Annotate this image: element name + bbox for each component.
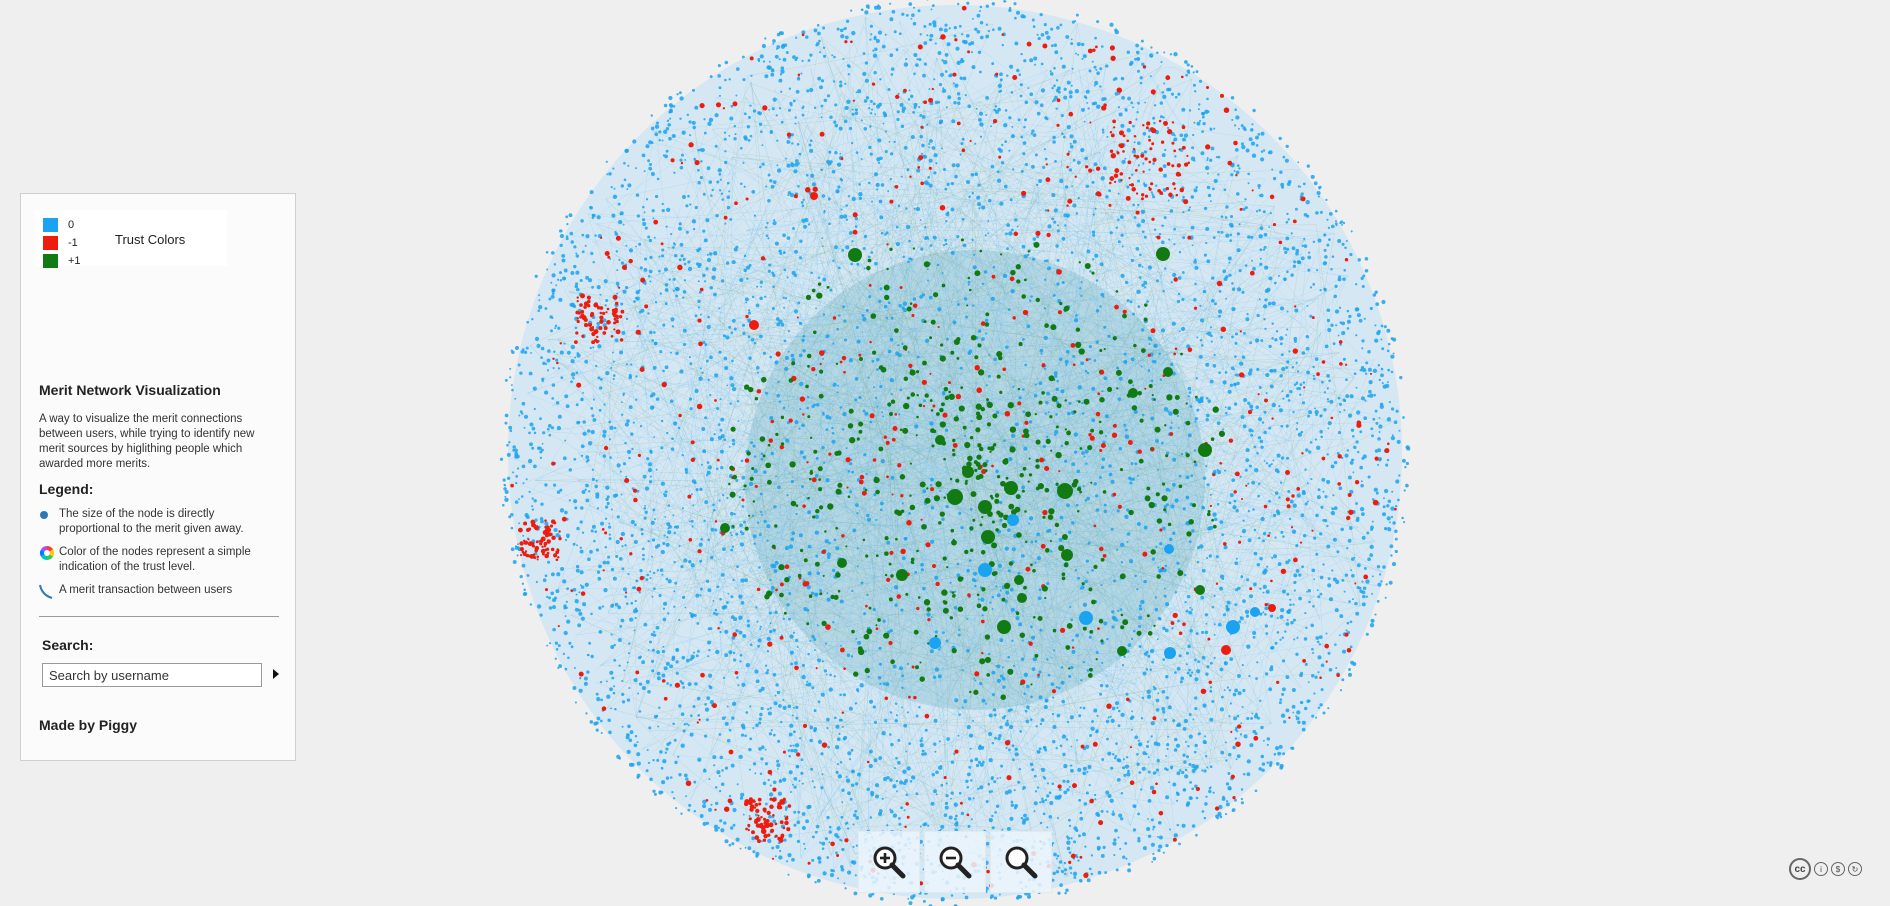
legend-text: A merit transaction between users (59, 584, 233, 596)
noncommercial-icon: $ (1831, 862, 1845, 876)
node-size-icon (39, 507, 59, 523)
panel-description: A way to visualize the merit connections… (39, 413, 255, 470)
trust-color-row: 0 (43, 217, 74, 232)
zoom-in-button[interactable] (858, 831, 920, 893)
trust-label: 0 (68, 218, 75, 231)
trust-swatch-positive (43, 253, 58, 268)
graph-nodes (499, 0, 1411, 906)
trust-color-row: +1 (43, 253, 81, 268)
legend-text: The size of the node is directly proport… (59, 508, 244, 535)
panel-title: Merit Network Visualization (39, 382, 221, 398)
zoom-in-icon (873, 846, 906, 879)
trust-label: -1 (68, 236, 78, 249)
sharealike-icon: ↻ (1848, 862, 1862, 876)
search-title: Search: (42, 637, 94, 653)
trust-color-row: -1 (43, 235, 78, 250)
graph-edges (508, 5, 1402, 899)
trust-swatch-neutral (43, 217, 58, 232)
license-badge[interactable]: cc i $ ↻ (1789, 858, 1862, 880)
legend-item-node-size: The size of the node is directly proport… (39, 507, 279, 537)
info-panel: 0 -1 +1 Trust Colors Merit Network Visua… (20, 193, 296, 761)
creative-commons-icon: cc (1789, 858, 1811, 880)
zoom-reset-button[interactable] (990, 831, 1052, 893)
attribution-icon: i (1814, 862, 1828, 876)
legend-title: Legend: (39, 481, 94, 497)
zoom-out-button[interactable] (924, 831, 986, 893)
trust-colors-legend: 0 -1 +1 Trust Colors (35, 210, 227, 268)
made-by: Made by Piggy (39, 717, 138, 733)
zoom-reset-icon (1005, 846, 1038, 879)
search-input[interactable] (42, 663, 262, 687)
legend-item-edge: A merit transaction between users (39, 583, 279, 599)
zoom-controls (858, 831, 1052, 893)
trust-swatch-negative (43, 235, 58, 250)
panel-divider (39, 616, 279, 617)
legend-text: Color of the nodes represent a simple in… (59, 546, 251, 573)
trust-label: +1 (68, 254, 81, 267)
edge-curve-icon (39, 583, 59, 599)
legend-item-node-color: Color of the nodes represent a simple in… (39, 545, 279, 575)
search-submit-button[interactable] (267, 664, 285, 686)
zoom-out-icon (939, 846, 972, 879)
color-wheel-icon (39, 545, 59, 561)
trust-colors-title: Trust Colors (115, 232, 186, 247)
play-arrow-icon (273, 668, 279, 679)
